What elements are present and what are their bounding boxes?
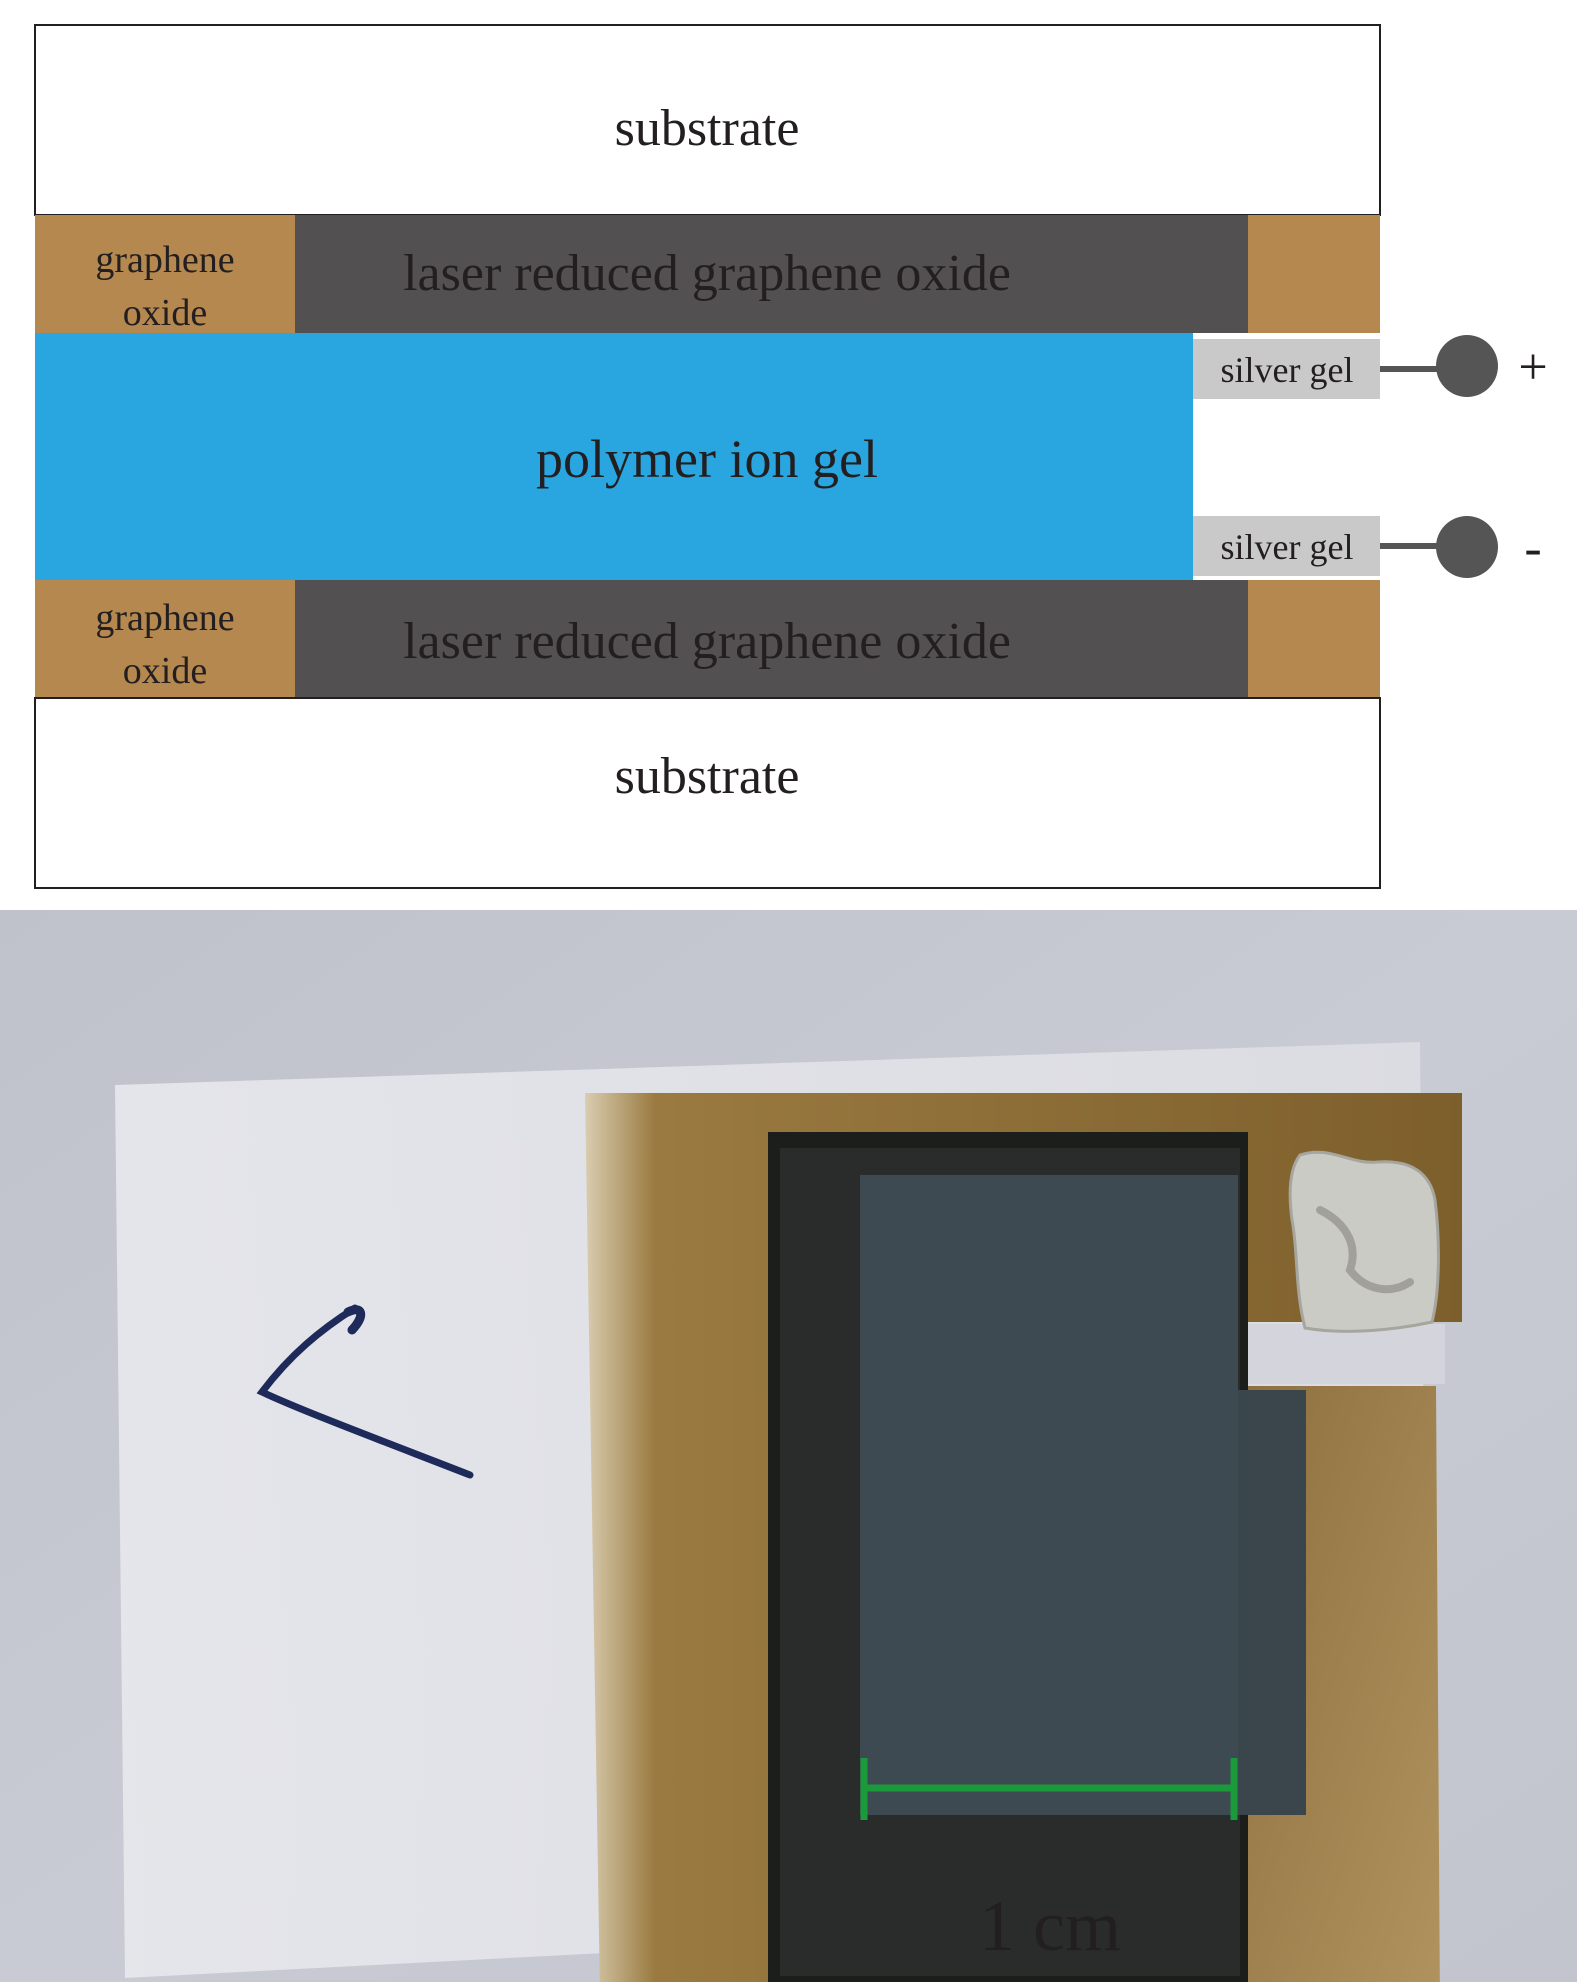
lrgo-bottom-layer [295,580,1248,698]
silver-gel-bottom-contact [1193,516,1380,576]
silver-gel-top-contact [1193,339,1380,399]
lrgo-bottom-label: laser reduced graphene oxide [403,613,1011,670]
graphene-oxide-top-right [1248,215,1380,333]
graphene-oxide-bottom-label-line1: graphene [95,597,234,639]
graphene-oxide-bottom-right [1248,580,1380,698]
substrate-top-layer [34,24,1381,216]
photo-tab-gap [1245,1324,1445,1384]
device-photograph: 1 cm [0,910,1577,1982]
polymer-ion-gel-label: polymer ion gel [536,429,878,489]
graphene-oxide-bottom-label-line2: oxide [123,650,207,692]
device-layer-diagram: substrate graphene oxide laser reduced g… [34,24,1548,889]
pen-mark-hook-icon [343,1305,366,1335]
positive-terminal-sign: + [1518,339,1547,396]
graphene-oxide-top-label-line2: oxide [123,292,207,334]
photo-silver-gel-shadow [1316,1206,1414,1294]
negative-terminal-icon [1436,516,1498,578]
substrate-top-label: substrate [615,100,800,157]
substrate-bottom-label: substrate [615,748,800,805]
polymer-ion-gel-layer [35,333,1193,580]
lrgo-top-layer [295,215,1248,333]
photo-ion-gel-region [860,1175,1238,1815]
graphene-oxide-top-left [35,215,295,333]
lrgo-top-label: laser reduced graphene oxide [403,245,1011,302]
photo-silver-gel-blob [1288,1150,1440,1333]
substrate-bottom-layer [34,697,1381,889]
positive-terminal-icon [1436,335,1498,397]
graphene-oxide-bottom-left [35,580,295,698]
scale-bar-label: 1 cm [979,1886,1121,1966]
negative-terminal-sign: - [1524,520,1541,577]
silver-gel-bottom-label: silver gel [1221,527,1354,567]
silver-gel-top-label: silver gel [1221,350,1354,390]
graphene-oxide-top-label-line1: graphene [95,239,234,281]
photo-ion-gel-ledge [1238,1390,1306,1815]
pen-mark-icon [256,1304,474,1479]
